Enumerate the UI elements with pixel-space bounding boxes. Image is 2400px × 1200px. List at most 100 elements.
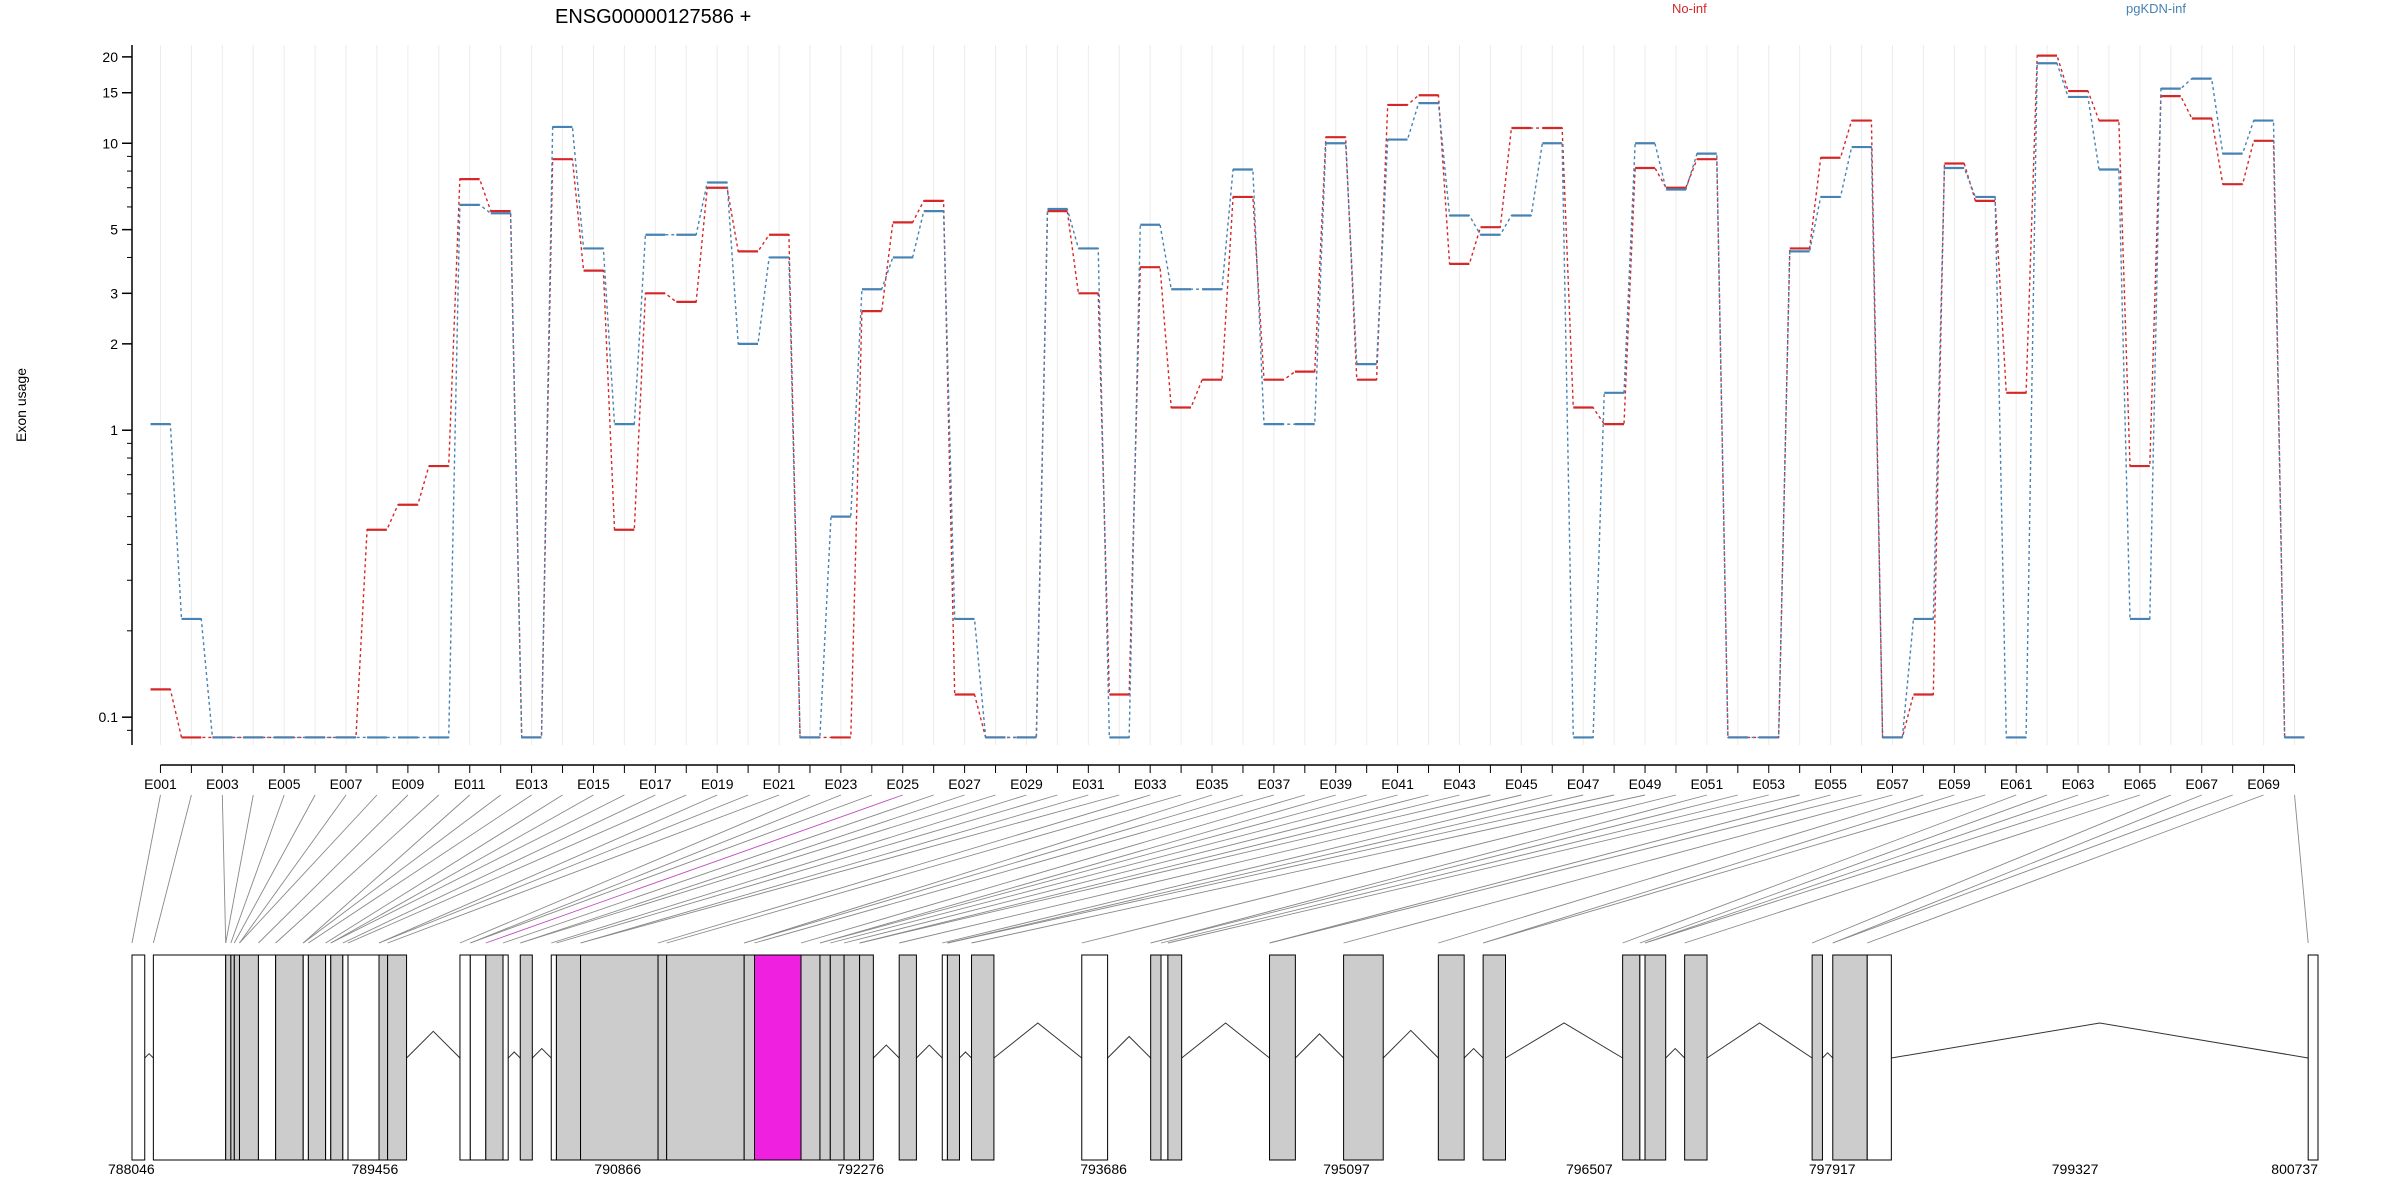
exon-connector <box>1343 794 1893 944</box>
exon-block <box>1622 954 1641 1161</box>
x-tick-label: E005 <box>268 776 301 792</box>
exon-block <box>1644 954 1667 1161</box>
exon-connector <box>485 794 903 944</box>
exon-connector <box>387 794 780 944</box>
exon-block <box>971 954 995 1161</box>
vertical-grid <box>159 45 2296 745</box>
intron-line <box>1505 1022 1623 1059</box>
exon-connector <box>225 794 254 944</box>
x-tick-label: E057 <box>1876 776 1909 792</box>
exon-block <box>1167 954 1183 1161</box>
exon-connector <box>819 794 1336 944</box>
exon-connector <box>275 794 440 944</box>
y-axis-label: Exon usage <box>13 368 29 442</box>
x-tick-label: E061 <box>2000 776 2033 792</box>
exon-connector <box>378 794 749 944</box>
exon-connector <box>2294 794 2309 944</box>
exon-connector <box>947 794 1615 944</box>
exon-block <box>485 954 504 1161</box>
exon-connector <box>819 794 1367 944</box>
x-tick-label: E007 <box>330 776 363 792</box>
coordinate-label: 795097 <box>1323 1161 1370 1177</box>
exon-connector <box>551 794 1027 944</box>
exon-connectors <box>131 794 2309 944</box>
y-tick-label: 1 <box>110 422 118 438</box>
exon-block <box>519 954 533 1161</box>
exon-block <box>2307 954 2319 1161</box>
exon-connector <box>899 794 1522 944</box>
intron-line <box>507 1051 521 1059</box>
series-connector-line <box>150 62 2305 739</box>
exon-block <box>307 954 327 1161</box>
exon-connector <box>947 794 1584 944</box>
gene-model <box>131 954 2319 1161</box>
exon-connector <box>1482 794 1955 944</box>
exon-connector <box>859 794 1491 944</box>
coordinate-label: 788046 <box>108 1161 155 1177</box>
x-tick-label: E063 <box>2062 776 2095 792</box>
exon-block <box>342 954 349 1161</box>
exon-block <box>347 954 380 1161</box>
coordinate-label: 800737 <box>2271 1161 2318 1177</box>
x-tick-label: E043 <box>1443 776 1476 792</box>
intron-line <box>1181 1022 1270 1059</box>
y-tick-label: 20 <box>102 49 118 65</box>
exon-connector <box>859 794 1460 944</box>
exon-block <box>238 954 259 1161</box>
coordinate-label: 792276 <box>837 1161 884 1177</box>
legend-no-inf: No-inf <box>1672 1 1707 16</box>
exon-block <box>233 954 240 1161</box>
x-tick-label: E067 <box>2185 776 2218 792</box>
exon-connector <box>744 794 1244 944</box>
exon-connector <box>1167 794 1800 944</box>
series-no-inf <box>150 54 2305 739</box>
y-tick-label: 10 <box>102 135 118 151</box>
exon-block <box>459 954 471 1161</box>
exon-connector <box>1150 794 1708 944</box>
exon-block <box>325 954 332 1161</box>
coordinate-label: 790866 <box>594 1161 641 1177</box>
series-pgkdn-inf <box>150 62 2305 739</box>
coordinate-axis: 788046 789456 790866 792276 793686 795097 7965… <box>108 1161 2318 1177</box>
intron-line <box>144 1052 154 1059</box>
exon-connector <box>754 794 1275 944</box>
x-tick-label: E003 <box>206 776 239 792</box>
x-tick-label: E019 <box>701 776 734 792</box>
exon-connector <box>1639 794 2048 944</box>
x-tick-label: E001 <box>144 776 177 792</box>
intron-line <box>916 1044 943 1059</box>
exon-block <box>666 954 745 1161</box>
coordinate-label: 797917 <box>1809 1161 1856 1177</box>
x-tick-label: E021 <box>763 776 796 792</box>
exon-block <box>1269 954 1296 1161</box>
exon-connector <box>942 794 1553 944</box>
x-tick-label: E033 <box>1134 776 1167 792</box>
exon-block <box>1684 954 1708 1161</box>
exon-connector <box>830 794 1398 944</box>
exon-block <box>1866 954 1892 1161</box>
exon-connector <box>1081 794 1677 944</box>
intron-line <box>1822 1052 1834 1059</box>
x-tick-label: E029 <box>1010 776 1043 792</box>
exon-block <box>1482 954 1507 1161</box>
exon-block <box>152 954 227 1161</box>
exon-block <box>829 954 845 1161</box>
exon-block <box>580 954 659 1161</box>
exon-connector <box>330 794 594 944</box>
exon-block <box>657 954 668 1161</box>
exon-connector <box>330 794 625 944</box>
exon-connector <box>1832 794 2233 944</box>
exon-connector <box>1867 794 2264 944</box>
exon-connector <box>580 794 1089 944</box>
exon-block <box>946 954 960 1161</box>
exon-connector <box>520 794 996 944</box>
x-tick-label: E037 <box>1258 776 1291 792</box>
exon-block <box>800 954 821 1161</box>
exon-block <box>819 954 831 1161</box>
exon-connector <box>459 794 811 944</box>
exon-block <box>275 954 304 1161</box>
x-tick-label: E049 <box>1629 776 1662 792</box>
exon-connector <box>230 794 285 944</box>
x-tick-label: E025 <box>886 776 919 792</box>
exon-connector <box>520 794 965 944</box>
